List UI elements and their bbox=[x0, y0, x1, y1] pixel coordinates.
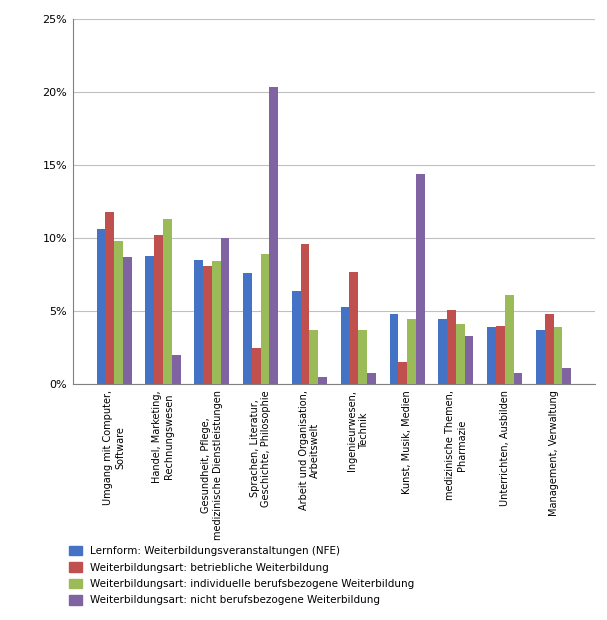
Bar bbox=[341, 307, 350, 384]
Bar bbox=[390, 314, 398, 384]
Bar bbox=[212, 262, 220, 384]
Bar bbox=[465, 336, 473, 384]
Bar bbox=[114, 241, 123, 384]
Bar bbox=[252, 348, 260, 384]
Bar bbox=[438, 319, 447, 384]
Bar bbox=[172, 355, 180, 384]
Bar bbox=[220, 238, 229, 384]
Bar bbox=[407, 319, 416, 384]
Bar bbox=[97, 229, 106, 384]
Bar bbox=[106, 212, 114, 384]
Bar bbox=[318, 377, 327, 384]
Legend: Lernform: Weiterbildungsveranstaltungen (NFE), Weiterbildungsart: betriebliche W: Lernform: Weiterbildungsveranstaltungen … bbox=[66, 542, 417, 609]
Bar bbox=[487, 327, 496, 384]
Bar bbox=[310, 330, 318, 384]
Bar bbox=[554, 327, 562, 384]
Bar bbox=[270, 87, 278, 384]
Bar bbox=[496, 326, 505, 384]
Bar bbox=[505, 295, 514, 384]
Bar bbox=[203, 266, 212, 384]
Bar bbox=[398, 363, 407, 384]
Bar bbox=[456, 324, 465, 384]
Bar bbox=[350, 272, 358, 384]
Bar bbox=[562, 368, 571, 384]
Bar bbox=[154, 235, 163, 384]
Bar bbox=[292, 291, 300, 384]
Bar bbox=[447, 310, 456, 384]
Bar bbox=[514, 373, 522, 384]
Bar bbox=[260, 254, 270, 384]
Bar bbox=[123, 257, 132, 384]
Bar bbox=[536, 330, 544, 384]
Bar bbox=[367, 373, 376, 384]
Bar bbox=[358, 330, 367, 384]
Bar bbox=[544, 314, 554, 384]
Bar bbox=[300, 244, 310, 384]
Bar bbox=[416, 174, 425, 384]
Bar bbox=[146, 255, 154, 384]
Bar bbox=[194, 260, 203, 384]
Bar bbox=[243, 273, 252, 384]
Bar bbox=[163, 219, 172, 384]
